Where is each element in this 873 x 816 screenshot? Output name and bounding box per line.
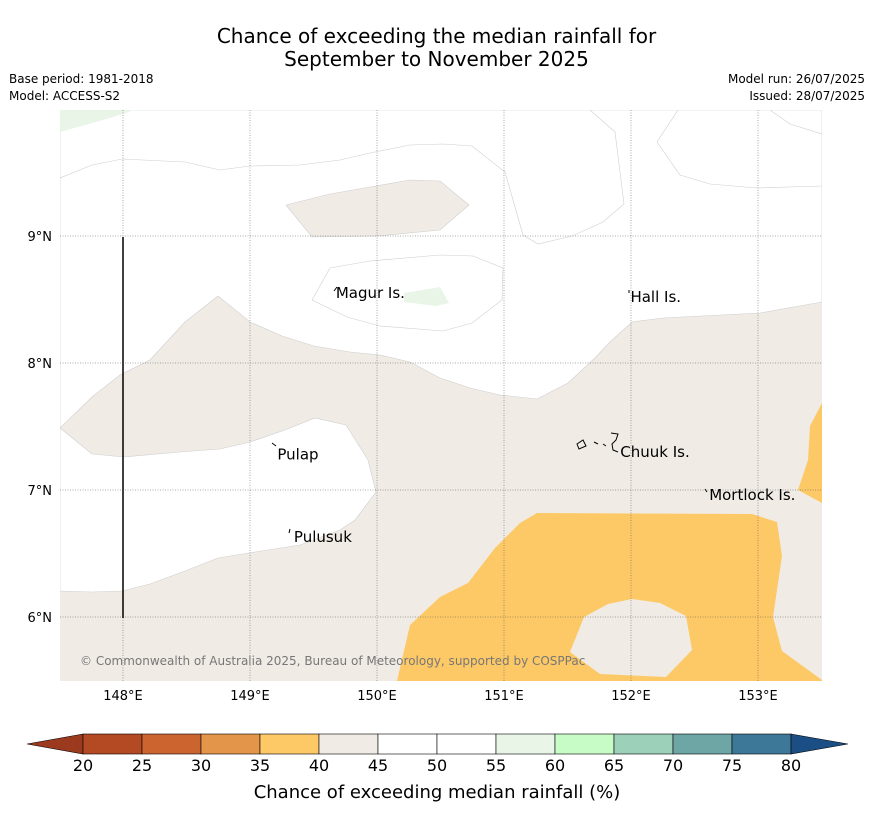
colorbar-tick-label: 65 bbox=[604, 756, 624, 775]
region-55-60-corner bbox=[60, 110, 135, 132]
colorbar-tick-label: 25 bbox=[132, 756, 152, 775]
place-labels: Magur Is. Hall Is. Pulap Chuuk Is. Mortlock … bbox=[277, 284, 795, 546]
colorbar-swatch bbox=[200, 733, 261, 755]
lat-tick-label: 9°N bbox=[28, 230, 53, 245]
colorbar-swatch bbox=[141, 733, 202, 755]
lon-tick-label: 150°E bbox=[357, 689, 397, 704]
colorbar-tick-label: 50 bbox=[427, 756, 447, 775]
colorbar-swatch bbox=[613, 733, 674, 755]
lon-tick-label: 151°E bbox=[484, 689, 524, 704]
lon-tick-label: 148°E bbox=[103, 689, 143, 704]
island-chuuk-4 bbox=[610, 432, 619, 453]
contour-north-2 bbox=[311, 254, 504, 332]
region-45-55-north bbox=[60, 110, 822, 429]
lon-tick-label: 152°E bbox=[611, 689, 651, 704]
model-name: Model: ACCESS-S2 bbox=[9, 89, 121, 103]
colorbar-tick-label: 60 bbox=[545, 756, 565, 775]
colorbar-title: Chance of exceeding median rainfall (%) bbox=[254, 782, 621, 803]
lat-tick-label: 6°N bbox=[28, 611, 53, 626]
base-period: Base period: 1981-2018 bbox=[9, 72, 154, 86]
place-label: Pulusuk bbox=[294, 528, 352, 546]
colorbar-tick-label: 35 bbox=[250, 756, 270, 775]
colorbar-swatch bbox=[318, 733, 379, 755]
region-55-60-patch bbox=[404, 287, 449, 306]
colorbar-tick-label: 30 bbox=[191, 756, 211, 775]
issued-date: Issued: 28/07/2025 bbox=[749, 89, 865, 103]
island-outlines bbox=[271, 286, 708, 534]
lon-tick-label: 149°E bbox=[230, 689, 270, 704]
contour-north-1 bbox=[60, 110, 625, 245]
region-35-40-south bbox=[397, 513, 822, 681]
colorbar-swatch bbox=[672, 733, 733, 755]
lon-tick-label: 153°E bbox=[738, 689, 778, 704]
colorbar-tick-label: 55 bbox=[486, 756, 506, 775]
place-label: Mortlock Is. bbox=[709, 486, 795, 504]
lon-tick-labels: 148°E 149°E 150°E 151°E 152°E 153°E bbox=[103, 689, 778, 704]
copyright-text: © Commonwealth of Australia 2025, Bureau… bbox=[80, 654, 585, 668]
colorbar-swatch bbox=[259, 733, 320, 755]
colorbar-tick-label: 20 bbox=[73, 756, 93, 775]
meta-right: Model run: 26/07/2025 Issued: 28/07/2025 bbox=[728, 71, 865, 105]
colorbar-swatch bbox=[554, 733, 615, 755]
colorbar-swatch bbox=[377, 733, 438, 755]
map-title-line1: Chance of exceeding the median rainfall … bbox=[216, 24, 657, 48]
lat-tick-labels: 9°N 8°N 7°N 6°N bbox=[28, 230, 53, 626]
model-run: Model run: 26/07/2025 bbox=[727, 72, 865, 86]
colorbar-extend-low bbox=[26, 733, 84, 755]
island-chuuk-1 bbox=[576, 439, 587, 450]
contour-north-3 bbox=[656, 110, 822, 189]
place-label: Magur Is. bbox=[336, 284, 405, 302]
region-35-40-east bbox=[798, 403, 822, 503]
island-mortlock bbox=[704, 488, 708, 493]
colorbar-tick-label: 70 bbox=[663, 756, 683, 775]
region-40-45-north-patch bbox=[285, 179, 470, 238]
map-area bbox=[60, 110, 822, 681]
colorbar-tick-label: 45 bbox=[368, 756, 388, 775]
island-chuuk-2 bbox=[593, 441, 599, 445]
colorbar-swatch bbox=[82, 733, 143, 755]
map-title-line2: September to November 2025 bbox=[284, 47, 589, 71]
place-label: Chuuk Is. bbox=[620, 443, 689, 461]
meta-left: Base period: 1981-2018 Model: ACCESS-S2 bbox=[9, 71, 154, 105]
lat-tick-label: 7°N bbox=[28, 484, 53, 499]
place-label: Hall Is. bbox=[630, 288, 681, 306]
colorbar-extend-high bbox=[790, 733, 849, 755]
island-chuuk-3 bbox=[602, 443, 607, 447]
colorbar-swatch bbox=[436, 733, 497, 755]
colorbar-tick-label: 40 bbox=[309, 756, 329, 775]
colorbar-swatch bbox=[731, 733, 792, 755]
colorbar-tick-label: 75 bbox=[722, 756, 742, 775]
place-label: Pulap bbox=[277, 445, 318, 463]
contour-north-4 bbox=[769, 110, 822, 135]
colorbar-swatch bbox=[495, 733, 556, 755]
colorbar: 20 25 30 35 40 45 50 55 60 65 70 75 80 bbox=[26, 733, 849, 775]
island-pulap bbox=[271, 442, 277, 447]
island-magur bbox=[333, 286, 338, 292]
region-45-55-west bbox=[60, 417, 377, 593]
colorbar-tick-label: 80 bbox=[781, 756, 801, 775]
lat-tick-label: 8°N bbox=[28, 357, 53, 372]
island-pulusuk bbox=[288, 528, 291, 534]
